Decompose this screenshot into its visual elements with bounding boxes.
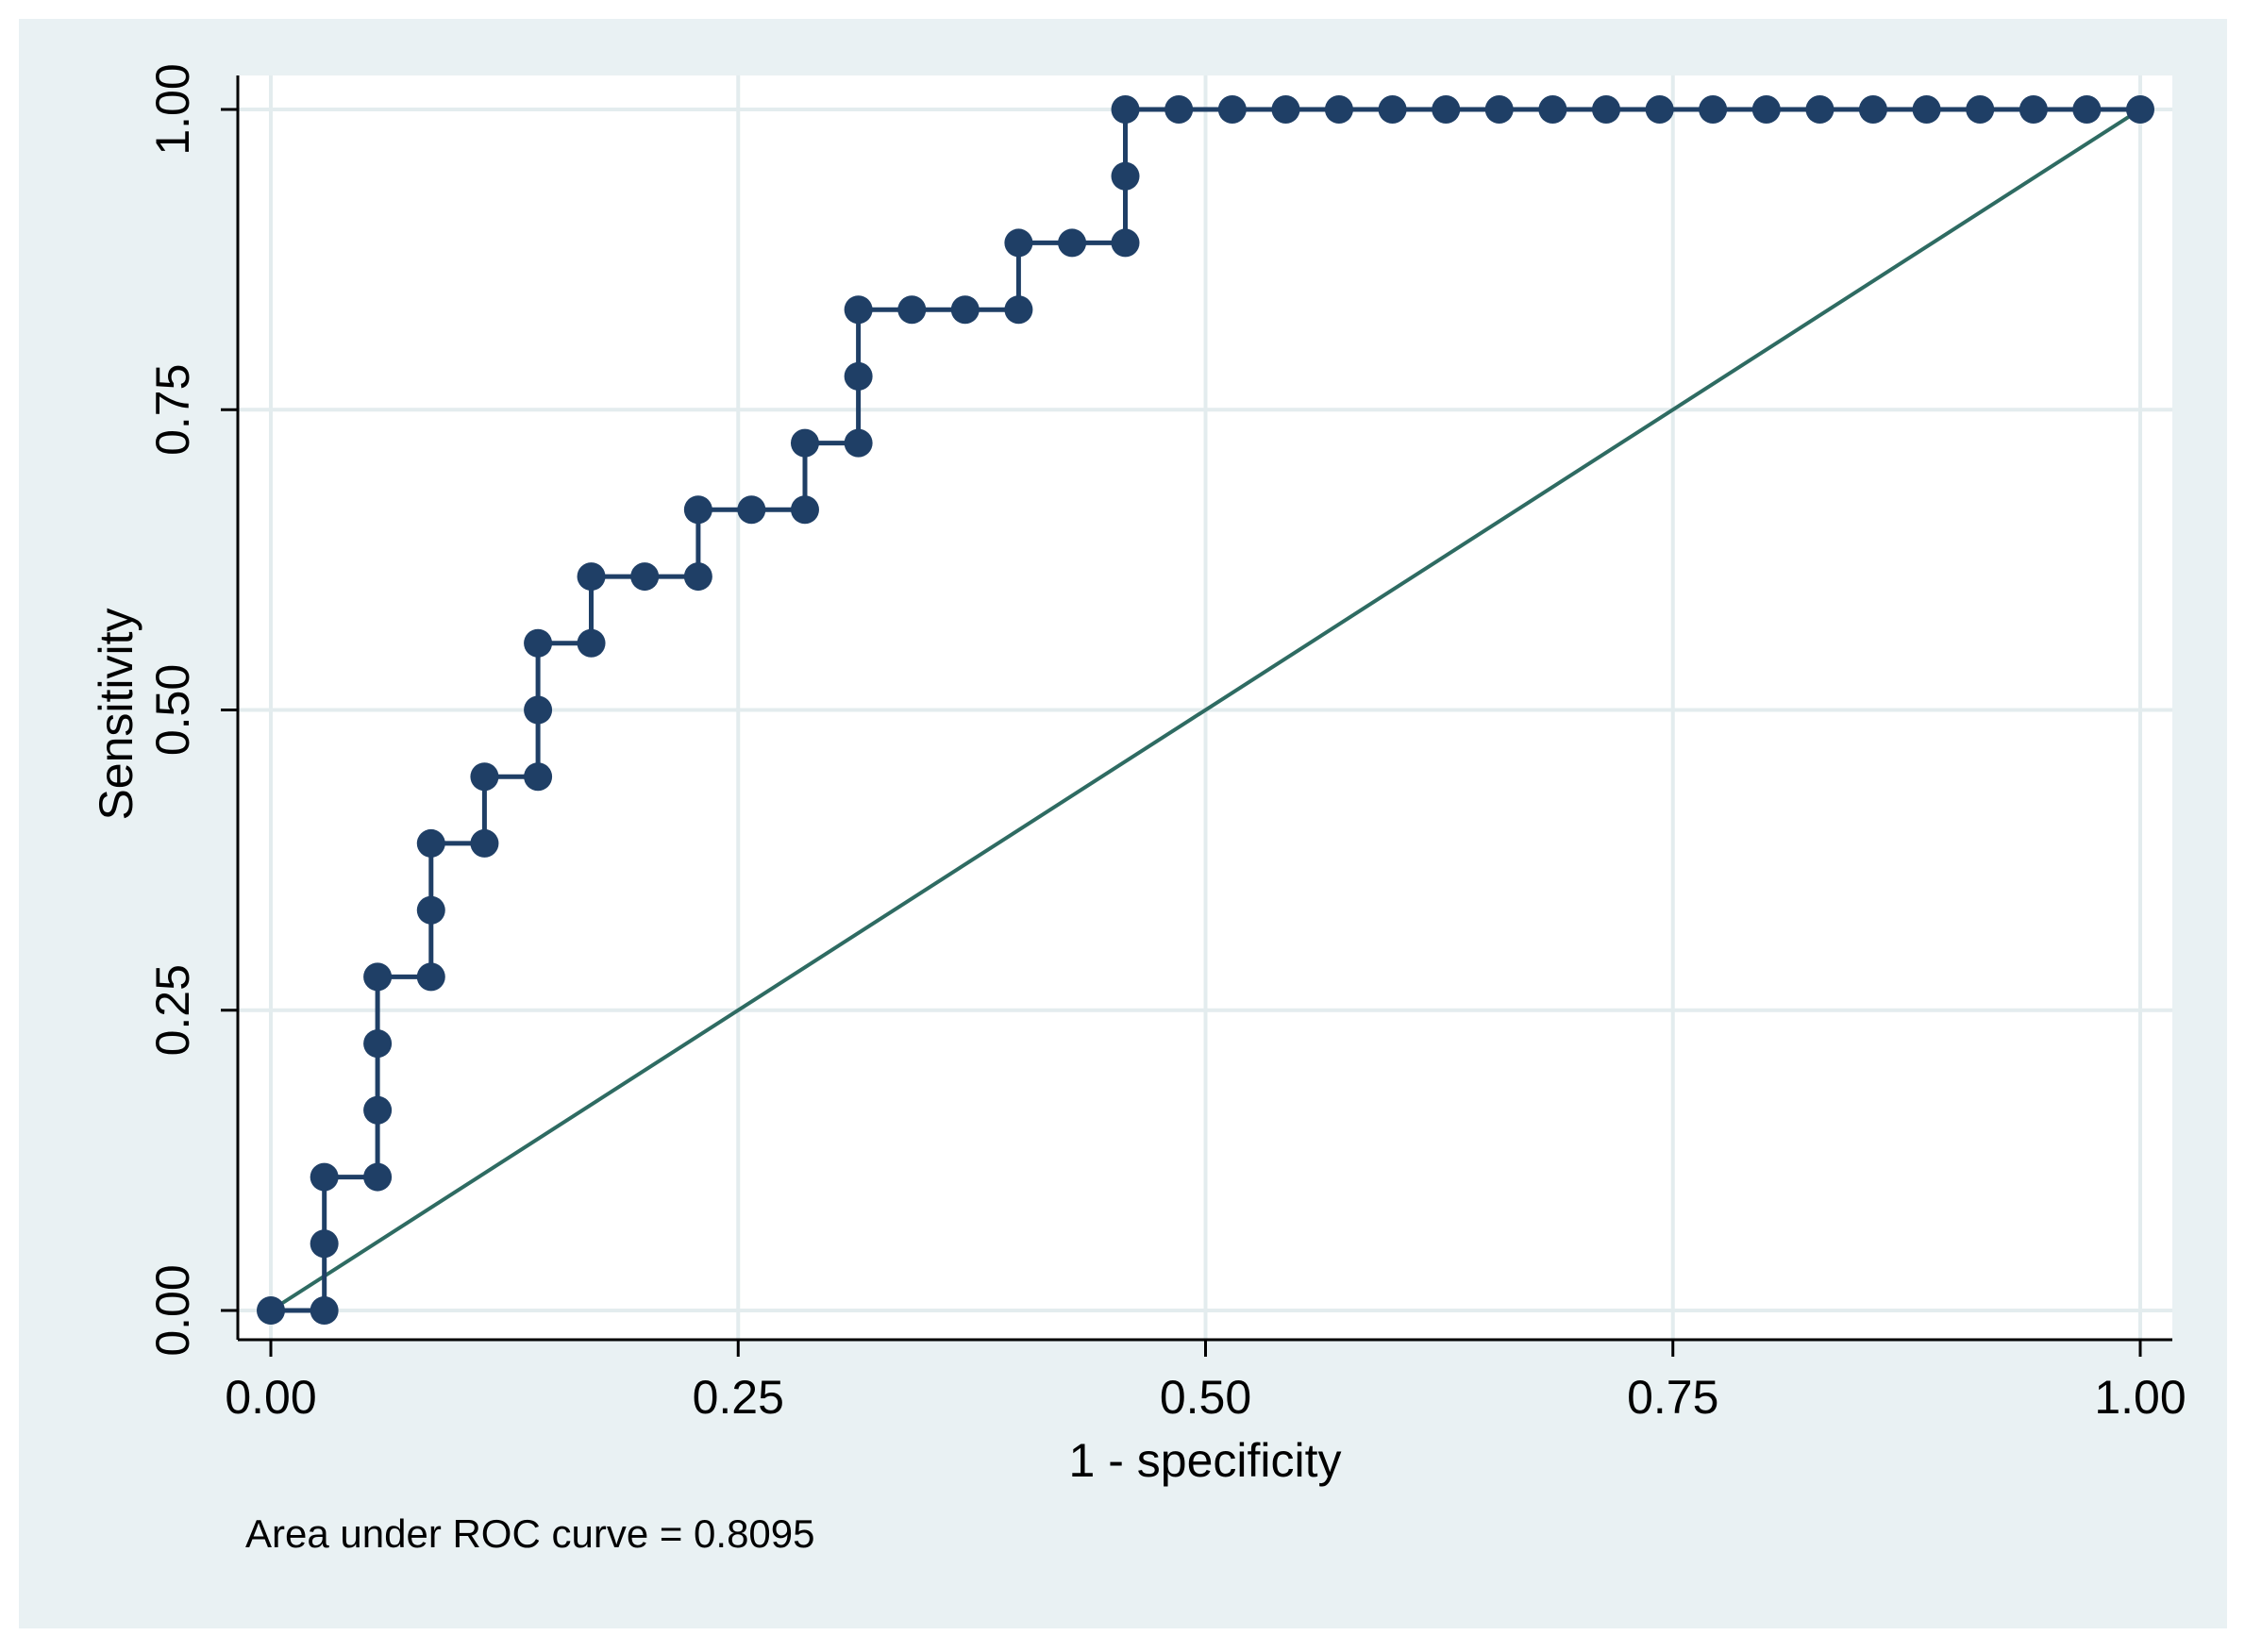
x-tick-label: 1.00 [2094,1371,2186,1424]
roc-point [310,1229,339,1259]
roc-point [1004,228,1033,258]
roc-point [1805,95,1835,124]
roc-point [2072,95,2102,124]
roc-point [1164,95,1194,124]
x-tick-label: 0.00 [225,1371,316,1424]
x-tick-label: 0.50 [1160,1371,1251,1424]
x-tick-labels: 0.00 0.25 0.50 0.75 1.00 [225,1371,2186,1424]
roc-point [1538,95,1567,124]
roc-point [416,895,445,925]
axes [221,75,2172,1357]
roc-point [577,628,606,658]
roc-point [1324,95,1353,124]
roc-point [790,495,819,525]
reference-diagonal-line [269,108,2142,1312]
roc-point [416,828,445,858]
roc-point [844,295,873,325]
roc-point [1004,295,1033,325]
reference-line-layer [269,108,2142,1312]
roc-point [1966,95,1995,124]
roc-point [577,562,606,592]
roc-point [1592,95,1621,124]
roc-point [363,1162,393,1192]
roc-point [1751,95,1781,124]
y-tick-label: 0.75 [146,364,199,456]
y-tick-label: 0.00 [146,1264,199,1356]
roc-point [1111,228,1140,258]
roc-point [1858,95,1887,124]
x-axis-label: 1 - specificity [1069,1434,1342,1487]
roc-point [524,628,553,658]
x-tick-label: 0.75 [1627,1371,1718,1424]
roc-point [844,361,873,391]
roc-point [310,1162,339,1192]
roc-point [310,1296,339,1325]
roc-point [897,295,927,325]
roc-point [363,1029,393,1059]
roc-point [737,495,766,525]
roc-point [257,1296,285,1325]
roc-point [1699,95,1728,124]
auc-note: Area under ROC curve = 0.8095 [245,1511,815,1556]
y-tick-labels: 0.00 0.25 0.50 0.75 1.00 [146,63,199,1356]
roc-point [683,495,712,525]
roc-point [2019,95,2048,124]
roc-point [630,562,660,592]
y-tick-label: 1.00 [146,63,199,155]
x-tick-label: 0.25 [693,1371,784,1424]
roc-point [524,695,553,725]
y-tick-label: 0.25 [146,964,199,1056]
roc-point [1271,95,1300,124]
roc-point [1378,95,1407,124]
roc-point [363,1095,393,1125]
roc-point [683,562,712,592]
roc-point [1217,95,1247,124]
roc-point [1484,95,1514,124]
roc-point [1111,95,1140,124]
y-axis-label: Sensitivity [90,608,142,820]
roc-point [1645,95,1674,124]
roc-points-layer [257,95,2154,1325]
roc-point [2126,95,2154,124]
roc-point [1912,95,1941,124]
roc-point [470,828,499,858]
roc-point [524,762,553,792]
roc-point [416,962,445,992]
roc-point [363,962,393,992]
roc-point [844,428,873,458]
roc-point [470,762,499,792]
roc-point [1058,228,1087,258]
roc-point [1111,161,1140,191]
y-tick-label: 0.50 [146,664,199,756]
roc-point [950,295,980,325]
roc-point [1432,95,1461,124]
roc-point [790,428,819,458]
